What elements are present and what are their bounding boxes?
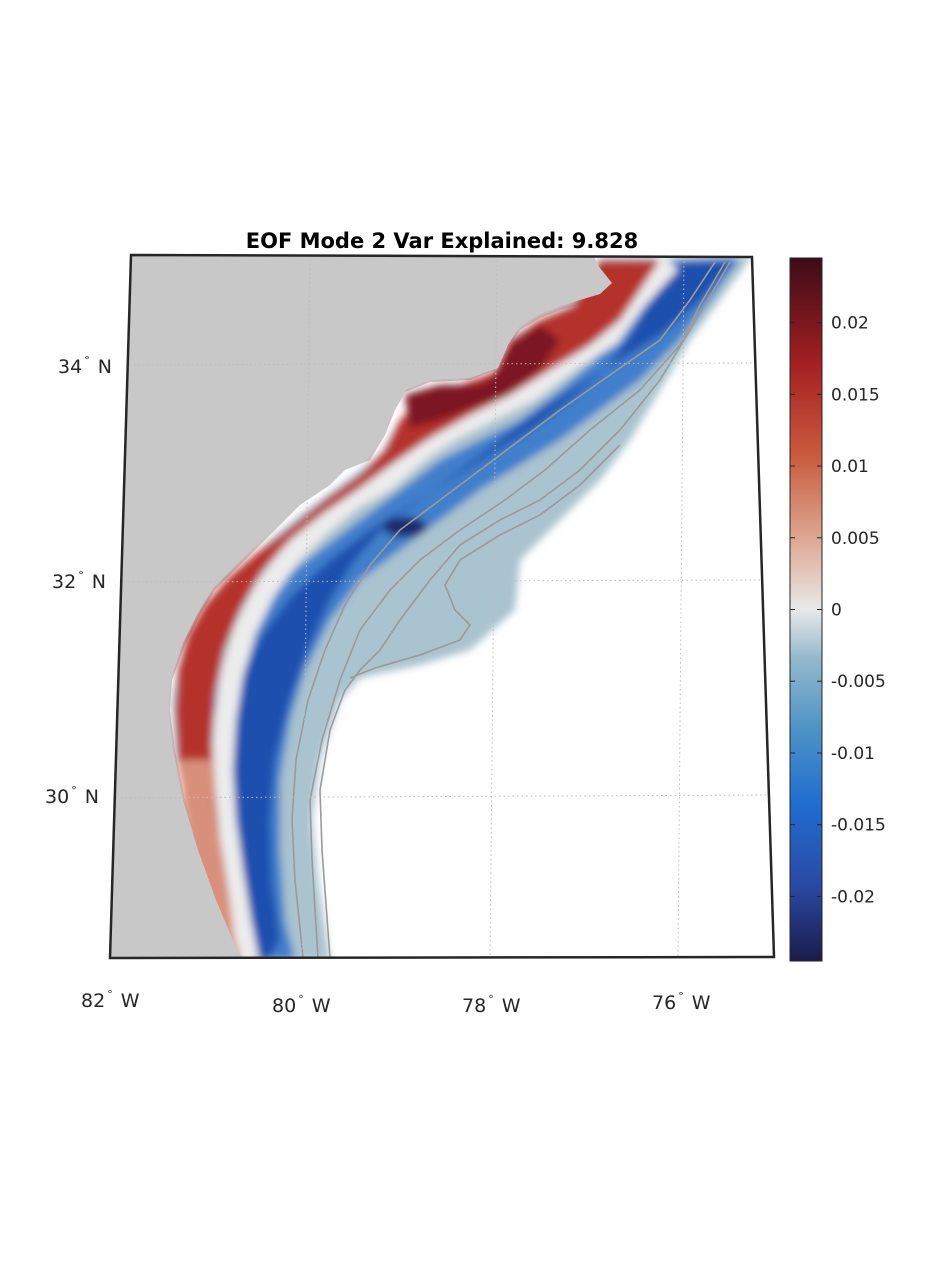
latitude-labels: 34 ° N 32 ° N 30 ° N <box>45 354 112 808</box>
colorbar-tick-label: -0.01 <box>831 744 875 764</box>
colorbar-tick-label: 0.02 <box>831 314 869 334</box>
colorbar-tick-label: 0.01 <box>831 457 869 477</box>
colorbar-gradient <box>789 257 823 962</box>
lon-label-76: 76 ° W <box>652 990 711 1014</box>
map-grid <box>111 255 771 958</box>
colorbar-tick-label: 0.005 <box>831 529 880 549</box>
bathymetry-contours <box>291 261 731 958</box>
lon-label-78: 78 ° W <box>462 993 521 1017</box>
colorbar-tick-label: -0.015 <box>831 816 886 836</box>
map-title: EOF Mode 2 Var Explained: 9.828 <box>246 229 638 253</box>
map-frame <box>108 253 776 960</box>
field-dark-red-coast <box>405 325 560 428</box>
field-salmon-coast <box>180 760 238 958</box>
longitude-labels: 82 ° W 80 ° W 78 ° W 76 ° W <box>81 988 711 1017</box>
map-area <box>110 255 774 958</box>
lat-label-32: 32 ° N <box>52 569 106 593</box>
lat-label-34: 34 ° N <box>58 354 112 378</box>
colorbar-tick-label: -0.005 <box>831 672 886 692</box>
field-dark-blue-core <box>220 260 735 958</box>
field-shelf-edge <box>172 256 752 958</box>
colorbar-tick-label: 0 <box>831 601 842 621</box>
colorbar-ticks: 0.02 0.015 0.01 0.005 0 -0.005 -0.01 -0.015 -0.0… <box>790 314 886 907</box>
colorbar: 0.02 0.015 0.01 0.005 0 -0.005 -0.01 -0.015 -0.0… <box>789 257 886 962</box>
colorbar-tick-label: 0.015 <box>831 385 880 405</box>
lon-label-80: 80 ° W <box>272 993 331 1017</box>
land-edge <box>110 255 612 958</box>
colorbar-tick-label: -0.02 <box>831 887 875 907</box>
field-zero-contour <box>210 255 679 958</box>
lat-label-30: 30 ° N <box>45 784 99 808</box>
lon-label-82: 82 ° W <box>81 988 140 1012</box>
